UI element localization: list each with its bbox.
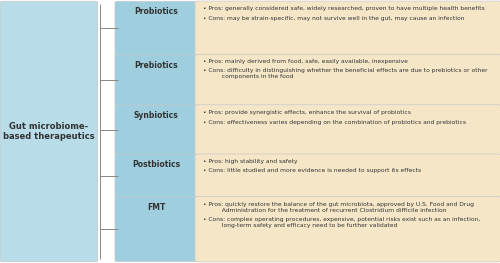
Text: • Pros: generally considered safe, widely researched, proven to have multiple he: • Pros: generally considered safe, widel… bbox=[203, 6, 485, 11]
FancyBboxPatch shape bbox=[195, 1, 500, 56]
FancyBboxPatch shape bbox=[195, 197, 500, 262]
Text: • Pros: quickly restore the balance of the gut microbiota, approved by U.S. Food: • Pros: quickly restore the balance of t… bbox=[203, 202, 474, 213]
Text: • Cons: effectiveness varies depending on the combination of probiotics and preb: • Cons: effectiveness varies depending o… bbox=[203, 120, 466, 125]
Text: Gut microbiome-
based therapeutics: Gut microbiome- based therapeutics bbox=[3, 122, 94, 141]
FancyBboxPatch shape bbox=[115, 105, 198, 155]
FancyBboxPatch shape bbox=[195, 105, 500, 156]
Text: • Pros: provide synergistic effects, enhance the survival of probiotics: • Pros: provide synergistic effects, enh… bbox=[203, 110, 411, 115]
Text: • Cons: complex operating procedures, expensive, potential risks exist such as a: • Cons: complex operating procedures, ex… bbox=[203, 217, 480, 228]
Text: • Pros: high stability and safety: • Pros: high stability and safety bbox=[203, 159, 298, 164]
FancyBboxPatch shape bbox=[115, 54, 198, 106]
FancyBboxPatch shape bbox=[115, 1, 198, 55]
Text: • Cons: difficulty in distinguishing whether the beneficial effects are due to p: • Cons: difficulty in distinguishing whe… bbox=[203, 68, 488, 79]
Text: Probiotics: Probiotics bbox=[134, 7, 178, 16]
Text: Postbiotics: Postbiotics bbox=[132, 160, 180, 169]
Text: Prebiotics: Prebiotics bbox=[134, 60, 178, 69]
Text: Synbiotics: Synbiotics bbox=[134, 111, 178, 120]
Text: • Cons: little studied and more evidence is needed to support its effects: • Cons: little studied and more evidence… bbox=[203, 168, 421, 173]
Text: FMT: FMT bbox=[147, 203, 166, 212]
FancyBboxPatch shape bbox=[115, 197, 198, 262]
FancyBboxPatch shape bbox=[195, 154, 500, 198]
FancyBboxPatch shape bbox=[115, 154, 198, 198]
Text: • Cons: may be strain-specific, may not survive well in the gut, may cause an in: • Cons: may be strain-specific, may not … bbox=[203, 16, 464, 21]
Text: • Pros: mainly derived from food, safe, easily available, inexpensive: • Pros: mainly derived from food, safe, … bbox=[203, 59, 408, 64]
FancyBboxPatch shape bbox=[0, 1, 98, 262]
FancyBboxPatch shape bbox=[195, 54, 500, 106]
